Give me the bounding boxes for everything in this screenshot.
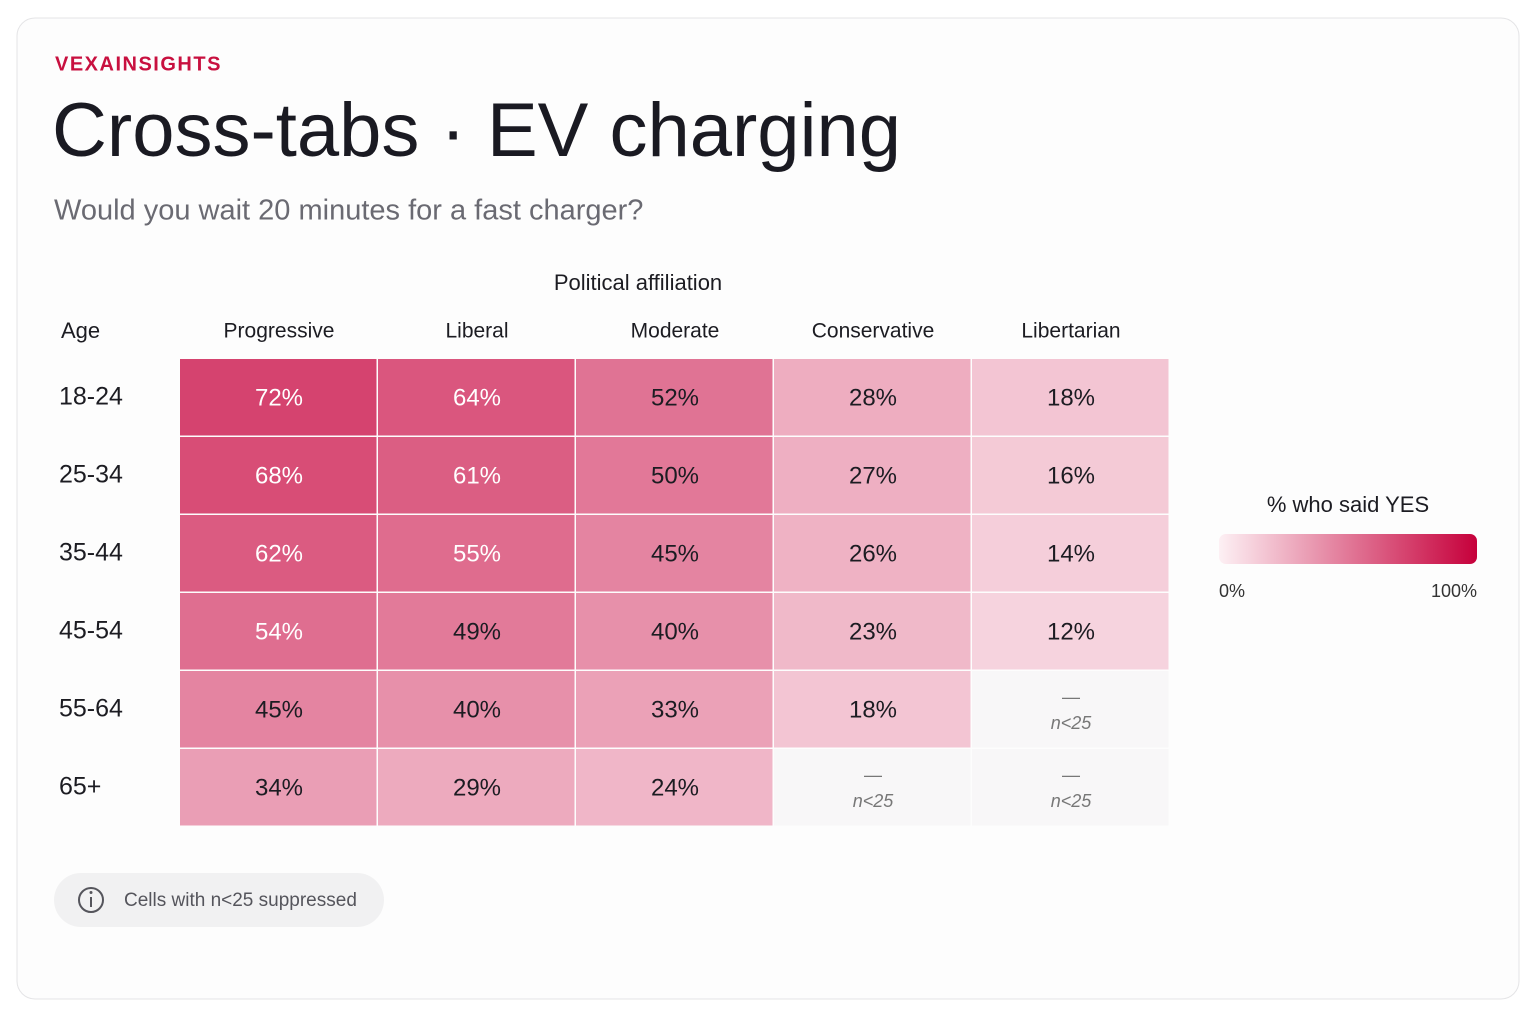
column-label: Liberal	[445, 320, 508, 343]
footnote: Cells with n<25 suppressed	[124, 890, 357, 911]
chart-title: Cross-tabs · EV charging	[52, 88, 901, 173]
cell-label: 33%	[651, 696, 699, 723]
heat-cell	[180, 437, 377, 514]
cell-label: 72%	[255, 384, 303, 411]
heat-cell	[180, 749, 377, 826]
heat-cell	[180, 593, 377, 670]
cell-label: 29%	[453, 774, 501, 801]
heat-cell	[378, 437, 575, 514]
brand: VEXAINSIGHTS	[55, 53, 222, 75]
cell-label: 14%	[1047, 540, 1095, 567]
row-label: 45-54	[59, 617, 123, 645]
heat-cell	[576, 437, 773, 514]
heat-cell	[972, 437, 1169, 514]
suppressed-label: —	[864, 765, 882, 785]
heat-cell	[378, 515, 575, 592]
heat-cell	[576, 515, 773, 592]
heat-cell	[180, 515, 377, 592]
cell-label: 64%	[453, 384, 501, 411]
column-label: Moderate	[631, 320, 720, 343]
heat-cell	[576, 749, 773, 826]
y-axis-title: Age	[61, 318, 100, 343]
cell-label: 54%	[255, 618, 303, 645]
colorbar	[1219, 534, 1477, 564]
legend-title: % who said YES	[1267, 492, 1429, 517]
heat-cell	[774, 593, 971, 670]
cell-label: 50%	[651, 462, 699, 489]
info-icon	[89, 891, 93, 894]
heat-cell	[378, 593, 575, 670]
suppressed-cell	[972, 671, 1169, 748]
heat-cell	[972, 359, 1169, 436]
heat-cell	[378, 749, 575, 826]
heat-cell	[972, 515, 1169, 592]
cell-label: 28%	[849, 384, 897, 411]
cell-label: 12%	[1047, 618, 1095, 645]
heat-cell	[774, 515, 971, 592]
suppressed-note: n<25	[1051, 791, 1093, 811]
suppressed-label: —	[1062, 765, 1080, 785]
heat-cell	[774, 437, 971, 514]
heat-cell	[972, 593, 1169, 670]
cell-label: 18%	[849, 696, 897, 723]
heat-cell	[378, 671, 575, 748]
cell-label: 45%	[651, 540, 699, 567]
cell-label: 45%	[255, 696, 303, 723]
column-label: Conservative	[812, 320, 935, 343]
heat-cell	[378, 359, 575, 436]
suppressed-cell	[774, 749, 971, 826]
colorbar-tick-label: 100%	[1431, 581, 1477, 601]
cell-label: 26%	[849, 540, 897, 567]
cell-label: 61%	[453, 462, 501, 489]
row-label: 35-44	[59, 539, 123, 567]
heat-cell	[576, 359, 773, 436]
column-label: Progressive	[224, 320, 335, 343]
footnote-pill	[54, 873, 384, 927]
info-icon	[78, 887, 104, 913]
heat-cell	[774, 671, 971, 748]
cell-label: 49%	[453, 618, 501, 645]
column-label: Libertarian	[1021, 320, 1120, 343]
row-label: 18-24	[59, 383, 123, 411]
cell-label: 68%	[255, 462, 303, 489]
cell-label: 16%	[1047, 462, 1095, 489]
subtitle: Would you wait 20 minutes for a fast cha…	[54, 195, 643, 227]
row-label: 55-64	[59, 695, 123, 723]
colorbar-tick-label: 0%	[1219, 581, 1245, 601]
heat-cell	[180, 671, 377, 748]
cell-label: 18%	[1047, 384, 1095, 411]
heat-cell	[576, 593, 773, 670]
cell-label: 40%	[651, 618, 699, 645]
cell-label: 62%	[255, 540, 303, 567]
suppressed-label: —	[1062, 687, 1080, 707]
cell-label: 52%	[651, 384, 699, 411]
cell-label: 55%	[453, 540, 501, 567]
x-axis-title: Political affiliation	[554, 270, 722, 295]
cell-label: 24%	[651, 774, 699, 801]
cell-label: 23%	[849, 618, 897, 645]
suppressed-cell	[972, 749, 1169, 826]
heat-cell	[576, 671, 773, 748]
cell-label: 40%	[453, 696, 501, 723]
cell-label: 27%	[849, 462, 897, 489]
row-label: 25-34	[59, 461, 123, 489]
suppressed-note: n<25	[853, 791, 895, 811]
heat-cell	[180, 359, 377, 436]
row-label: 65+	[59, 773, 101, 801]
cell-label: 34%	[255, 774, 303, 801]
suppressed-note: n<25	[1051, 713, 1093, 733]
heat-cell	[774, 359, 971, 436]
